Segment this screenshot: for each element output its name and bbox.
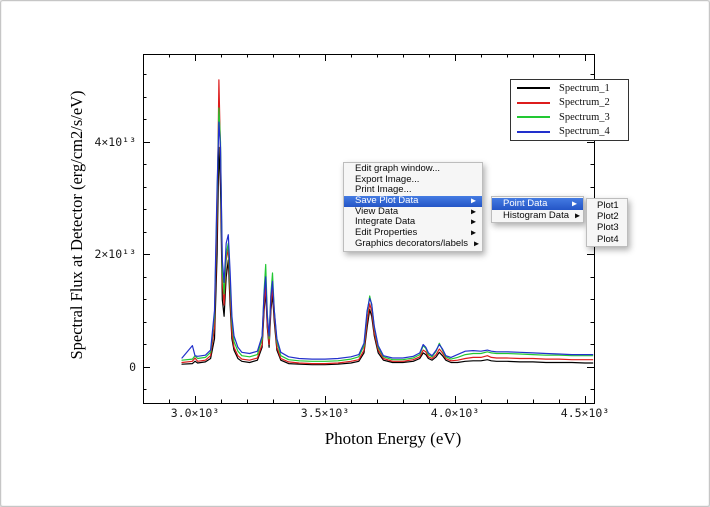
legend-item-spectrum-2: Spectrum_2 (511, 97, 628, 109)
legend[interactable]: Spectrum_1 Spectrum_2 Spectrum_3 Spectru… (510, 79, 629, 141)
menu-item-point-data[interactable]: Point Data ▶ (492, 198, 583, 210)
menu-item-export-image[interactable]: Export Image... (344, 173, 482, 186)
submenu-arrow-icon: ▶ (474, 240, 479, 248)
menu-item-label: Plot3 (597, 222, 619, 234)
menu-item-plot2[interactable]: Plot2 (587, 211, 627, 222)
menu-item-plot1[interactable]: Plot1 (587, 200, 627, 211)
menu-item-label: Plot4 (597, 233, 619, 245)
x-axis-title: Photon Energy (eV) (324, 429, 462, 448)
y-tick-label-2e13: 2×10¹³ (94, 247, 136, 261)
save-plot-data-submenu: Point Data ▶ Histogram Data ▶ (491, 196, 584, 223)
legend-item-spectrum-3: Spectrum_3 (511, 111, 628, 123)
menu-item-label: Export Image... (355, 173, 420, 185)
legend-label: Spectrum_2 (559, 97, 610, 109)
submenu-arrow-icon: ▶ (572, 200, 577, 208)
menu-item-label: Edit Properties (355, 227, 418, 239)
submenu-arrow-icon: ▶ (471, 208, 476, 216)
menu-item-label: View Data (355, 205, 399, 217)
menu-item-label: Print Image... (355, 184, 412, 196)
x-tick-label-4000: 4.0×10³ (430, 406, 480, 420)
submenu-arrow-icon: ▶ (471, 197, 476, 205)
menu-item-label: Save Plot Data (355, 195, 419, 207)
menu-item-label: Point Data (503, 198, 548, 209)
x-tick-label-4500: 4.5×10³ (560, 406, 610, 420)
menu-item-print-image[interactable]: Print Image... (344, 185, 482, 196)
menu-item-label: Plot2 (597, 211, 619, 223)
menu-item-histogram-data[interactable]: Histogram Data ▶ (492, 210, 583, 222)
legend-label: Spectrum_3 (559, 111, 610, 123)
y-tick-label-0: 0 (129, 360, 136, 374)
menu-item-label: Plot1 (597, 200, 619, 211)
menu-item-graphics-decorators[interactable]: Graphics decorators/labels ▶ (344, 237, 482, 250)
menu-item-view-data[interactable]: View Data ▶ (344, 205, 482, 218)
x-tick-label-3500: 3.5×10³ (300, 406, 350, 420)
menu-item-plot4[interactable]: Plot4 (587, 234, 627, 245)
submenu-arrow-icon: ▶ (471, 229, 476, 237)
context-menu: Edit graph window... Export Image... Pri… (343, 162, 483, 252)
menu-item-label: Graphics decorators/labels (355, 237, 468, 249)
menu-item-integrate-data[interactable]: Integrate Data ▶ (344, 217, 482, 228)
menu-item-save-plot-data[interactable]: Save Plot Data ▶ (344, 195, 482, 207)
menu-item-edit-properties[interactable]: Edit Properties ▶ (344, 227, 482, 239)
submenu-arrow-icon: ▶ (575, 212, 580, 219)
spectrum-1-line-swatch (517, 87, 550, 90)
legend-item-spectrum-4: Spectrum_4 (511, 126, 628, 138)
menu-item-edit-graph-window[interactable]: Edit graph window... (344, 163, 482, 175)
legend-label: Spectrum_1 (559, 82, 610, 94)
menu-item-plot3[interactable]: Plot3 (587, 222, 627, 233)
y-axis-title: Spectral Flux at Detector (erg/cm2/s/eV) (67, 90, 86, 360)
menu-item-label: Integrate Data (355, 216, 416, 228)
legend-label: Spectrum_4 (559, 126, 610, 138)
spectrum-2-line-swatch (517, 101, 550, 104)
y-tick-label-4e13: 4×10¹³ (94, 135, 136, 149)
point-data-submenu: Plot1 Plot2 Plot3 Plot4 (586, 198, 628, 247)
legend-item-spectrum-1: Spectrum_1 (511, 82, 628, 94)
submenu-arrow-icon: ▶ (471, 218, 476, 226)
x-tick-label-3000: 3.0×10³ (170, 406, 220, 420)
menu-item-label: Edit graph window... (355, 163, 441, 174)
spectrum-3-line-swatch (517, 116, 550, 119)
menu-item-label: Histogram Data (503, 209, 569, 221)
spectrum-4-line-swatch (517, 130, 550, 133)
